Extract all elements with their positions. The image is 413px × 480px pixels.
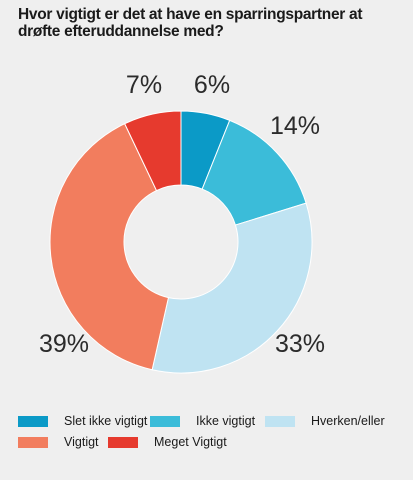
legend-swatch [18,415,48,427]
legend-item-slet-ikke-vigtigt: Slet ikke vigtigt [18,414,147,428]
legend-item-meget-vigtigt: Meget Vigtigt [108,435,227,449]
slice-value-label: 7% [126,71,162,99]
donut-chart: 6% 14% 33% 39% 7% [39,71,325,374]
chart-title: Hvor vigtigt er det at have en sparrings… [18,6,363,40]
legend-swatch [265,415,295,427]
slice-value-label: 14% [270,112,320,140]
donut-slice-meget-vigtigt [124,110,182,192]
legend-label: Vigtigt [64,435,99,449]
slice-value-label: 33% [275,330,325,358]
legend-item-hverken-eller: Hverken/eller [265,414,385,428]
legend-label: Slet ikke vigtigt [64,414,148,428]
donut-slice-hverken-eller [151,202,313,374]
slice-value-label: 39% [39,330,89,358]
legend-item-ikke-vigtigt: Ikke vigtigt [150,414,255,428]
legend-swatch [150,415,180,427]
legend-label: Hverken/eller [311,414,385,428]
donut-slice-vigtigt [49,123,170,371]
legend-label: Meget Vigtigt [154,435,227,449]
slice-value-label: 6% [194,71,230,99]
legend-swatch [18,436,48,448]
legend-item-vigtigt: Vigtigt [18,435,99,449]
legend-swatch [108,436,138,448]
legend-label: Ikke vigtigt [196,414,256,428]
